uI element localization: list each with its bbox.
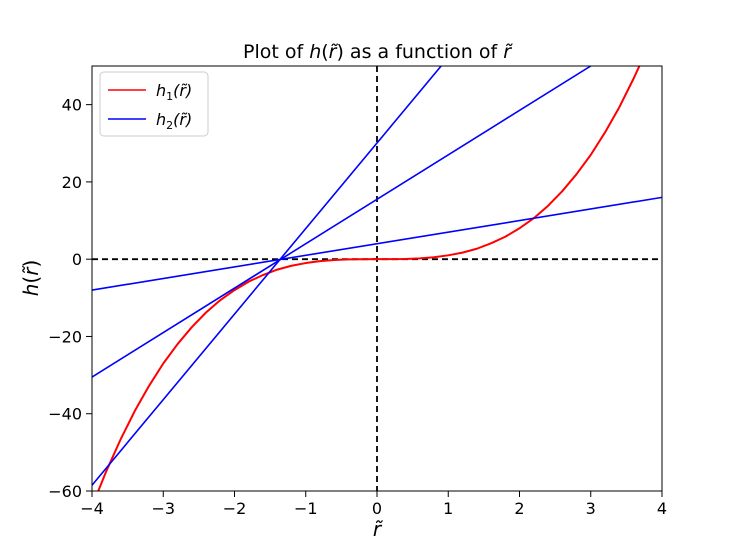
x-axis-label: r̃ [373,517,384,541]
chart-title: Plot of h(r̃) as a function of r̃ [243,41,513,63]
y-tick-label: 0 [72,250,82,269]
legend-label-h2: h2(r̃) [156,110,192,132]
y-tick-label: 40 [62,96,82,115]
title-middle: as a function of [344,41,503,63]
title-var: r̃ [503,41,513,63]
y-tick-label: −20 [48,327,82,346]
series-layer [92,66,662,491]
title-arg-close: ) [336,41,343,63]
series-h2-line-1 [92,196,662,291]
y-axis-label: h(r̃) [19,260,43,297]
title-prefix: Plot of [243,41,309,63]
y-tick-label: 20 [62,173,82,192]
y-axis-ticks: −60 −40 −20 0 20 40 [48,96,92,501]
y-tick-label: −60 [48,482,82,501]
legend-label-h1: h1(r̃) [156,81,192,103]
series-h2-line-3 [92,66,442,486]
x-tick-label: 3 [586,499,596,518]
legend-box [99,71,209,137]
y-label-arg: r̃ [19,265,43,276]
x-axis-ticks: −4 −3 −2 −1 0 1 2 3 4 [80,491,667,518]
legend: h1(r̃) h2(r̃) [99,71,209,137]
title-arg-open: ( [321,41,328,63]
x-tick-label: −4 [80,499,104,518]
y-label-func: h [19,284,43,297]
y-label-close: ) [19,260,43,268]
series-h2-line-2 [92,66,592,378]
x-tick-label: 2 [514,499,524,518]
x-tick-label: −2 [223,499,247,518]
series-h1-curve [97,66,641,491]
title-func: h [309,41,321,63]
y-tick-label: −40 [48,405,82,424]
x-tick-label: 1 [443,499,453,518]
title-arg: r̃ [329,41,339,63]
x-tick-label: −1 [294,499,318,518]
x-tick-label: 4 [657,499,667,518]
x-tick-label: −3 [151,499,175,518]
y-label-open: ( [19,276,43,284]
x-tick-label: 0 [372,499,382,518]
